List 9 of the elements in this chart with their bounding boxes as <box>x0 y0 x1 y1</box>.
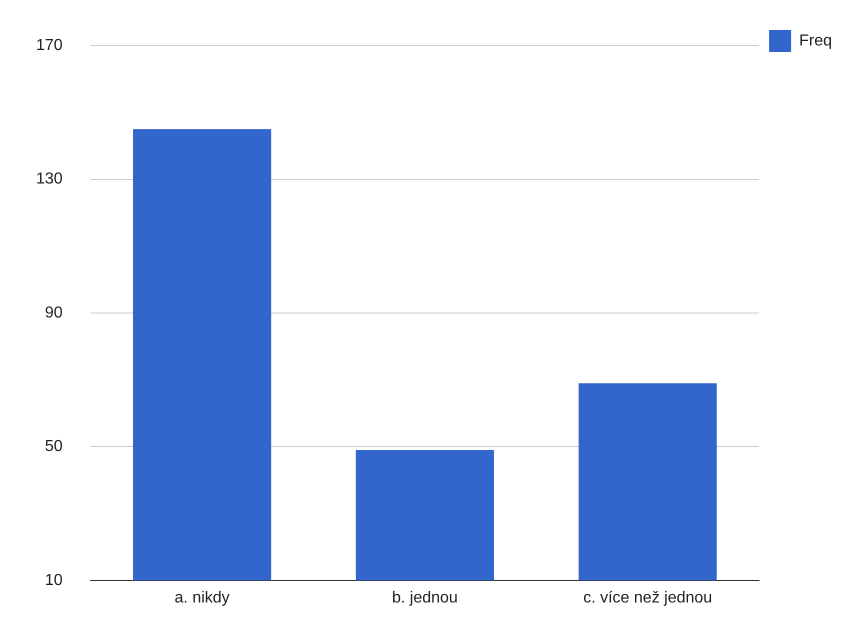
x-tick-label: c. více než jednou <box>583 589 712 606</box>
x-tick-label: a. nikdy <box>174 589 230 606</box>
y-tick-label: 130 <box>36 170 63 188</box>
x-tick-label: b. jednou <box>392 589 458 606</box>
legend-label: Freq <box>799 32 832 50</box>
y-tick-label: 90 <box>44 304 63 322</box>
y-tick-label: 170 <box>36 37 63 54</box>
y-tick-label: 10 <box>44 572 63 589</box>
y-tick-label: 50 <box>44 438 63 456</box>
